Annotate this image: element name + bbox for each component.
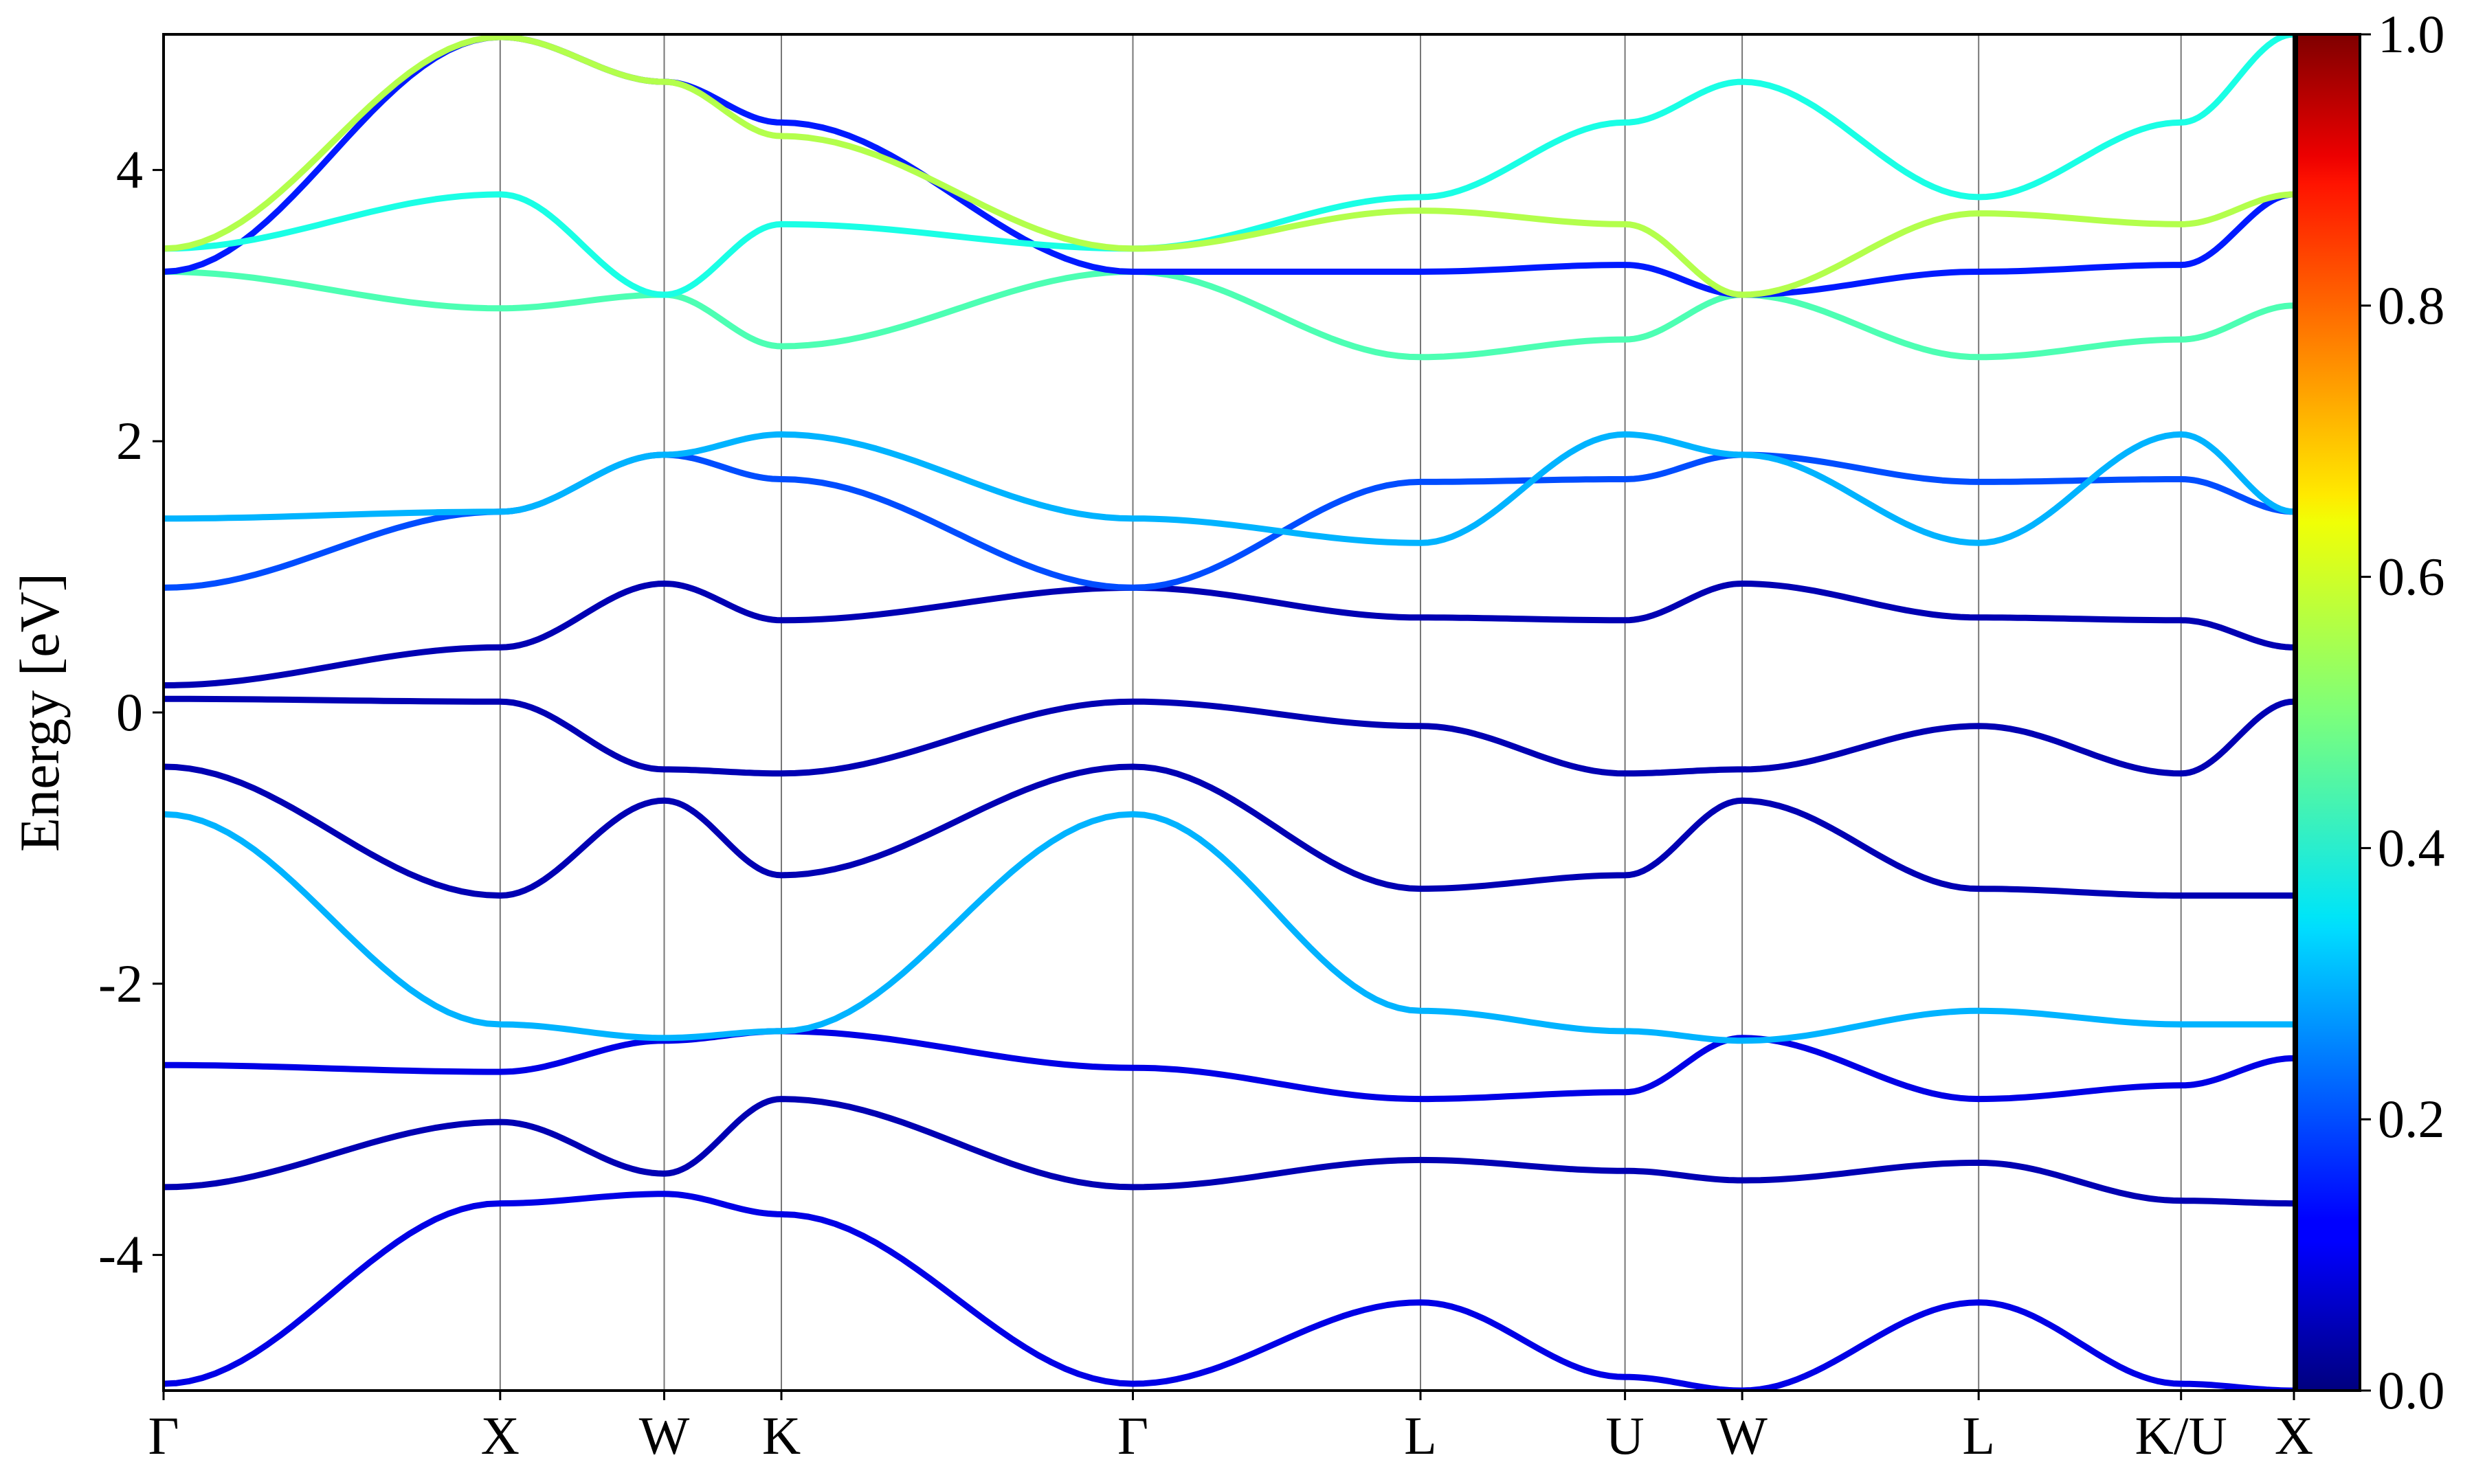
x-tick-label-0: Γ bbox=[148, 1406, 179, 1465]
x-tick-label-10: X bbox=[2275, 1406, 2313, 1465]
band-line-9 bbox=[164, 269, 2294, 361]
y-tick-label-4: 4 bbox=[116, 139, 143, 199]
colorbar: 0.0 0.2 0.4 0.6 0.8 1.0 bbox=[2295, 4, 2445, 1420]
x-axis: Γ X W K Γ L U W L K/U X bbox=[148, 1391, 2313, 1465]
band-line-4 bbox=[164, 763, 2294, 899]
band-line-3 bbox=[164, 811, 2294, 1044]
x-tick-label-1: X bbox=[481, 1406, 520, 1465]
y-axis: -4 -2 0 2 4 bbox=[98, 139, 164, 1285]
x-tick-label-2: W bbox=[639, 1406, 690, 1465]
x-tick-label-4: Γ bbox=[1117, 1406, 1148, 1465]
x-tick-label-6: U bbox=[1605, 1406, 1644, 1465]
x-tick-label-5: L bbox=[1404, 1406, 1437, 1465]
band-line-12 bbox=[164, 34, 2294, 298]
y-tick-label-3: 2 bbox=[116, 411, 143, 471]
y-tick-label-1: -2 bbox=[98, 954, 143, 1013]
y-tick-label-0: -4 bbox=[98, 1225, 143, 1285]
band-line-2 bbox=[164, 1028, 2294, 1103]
colorbar-tick-label-0: 0.0 bbox=[2378, 1360, 2445, 1420]
band-line-8 bbox=[164, 431, 2294, 546]
x-tick-label-3: K bbox=[762, 1406, 801, 1465]
y-axis-title: Energy [eV] bbox=[8, 573, 71, 852]
band-line-11 bbox=[164, 34, 2294, 298]
band-line-6 bbox=[164, 581, 2294, 688]
x-tick-label-7: W bbox=[1717, 1406, 1768, 1465]
band-lines bbox=[164, 34, 2294, 1391]
colorbar-tick-label-5: 1.0 bbox=[2378, 4, 2445, 64]
y-tick-label-2: 0 bbox=[116, 682, 143, 742]
colorbar-tick-label-3: 0.6 bbox=[2378, 547, 2445, 607]
x-tick-label-8: L bbox=[1962, 1406, 1995, 1465]
band-line-7 bbox=[164, 451, 2294, 591]
colorbar-tick-label-4: 0.8 bbox=[2378, 276, 2445, 335]
band-line-10 bbox=[164, 34, 2294, 298]
x-tick-label-9: K/U bbox=[2135, 1406, 2227, 1465]
band-line-5 bbox=[164, 695, 2294, 777]
high-symmetry-gridlines bbox=[499, 34, 2182, 1391]
colorbar-gradient bbox=[2295, 33, 2361, 1392]
band-line-1 bbox=[164, 1096, 2294, 1207]
colorbar-tick-label-2: 0.4 bbox=[2378, 818, 2445, 877]
colorbar-tick-label-1: 0.2 bbox=[2378, 1089, 2445, 1149]
band-line-0 bbox=[164, 1191, 2294, 1391]
